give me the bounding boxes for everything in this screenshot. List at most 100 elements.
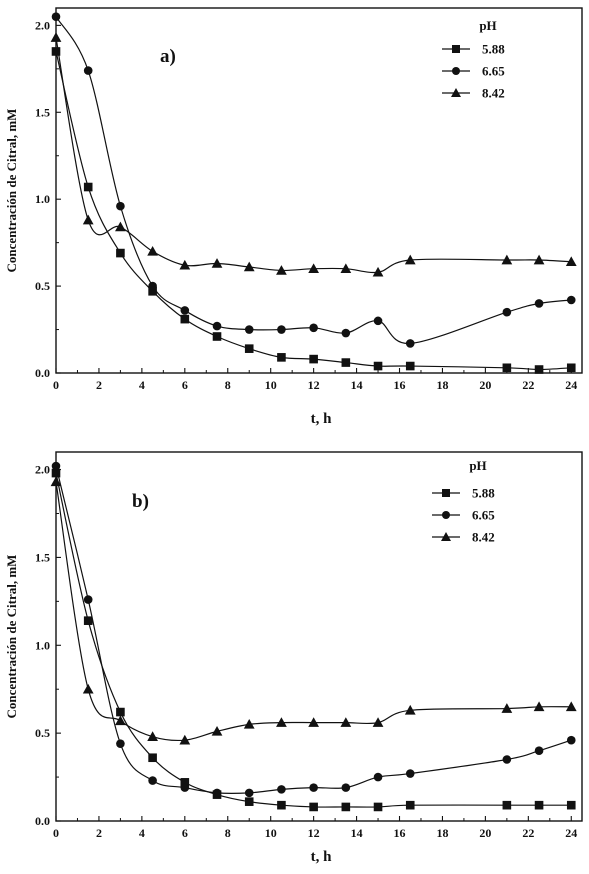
data-point-ph-8.42	[50, 476, 62, 487]
data-point-ph-8.42	[243, 718, 255, 729]
legend: pH 5.88 6.65 8.42	[442, 18, 505, 101]
data-point-ph-5.88	[341, 358, 351, 367]
data-point-ph-6.65	[212, 788, 222, 798]
data-point-ph-8.42	[501, 254, 513, 265]
x-tick-label: 14	[351, 378, 363, 392]
x-tick-label: 6	[182, 826, 188, 840]
legend-label: 5.88	[472, 486, 495, 501]
x-tick-label: 6	[182, 378, 188, 392]
data-point-ph-8.42	[372, 266, 384, 277]
series-line-ph-8.42	[55, 37, 572, 274]
data-point-ph-8.42	[404, 254, 416, 265]
data-point-ph-5.88	[116, 248, 125, 258]
data-point-ph-8.42	[50, 32, 62, 42]
y-tick-label: 0.5	[35, 726, 50, 740]
data-point-ph-6.65	[83, 595, 93, 604]
data-point-ph-6.65	[502, 307, 512, 317]
x-tick-label: 12	[308, 826, 320, 840]
series-5.88	[51, 47, 576, 374]
x-tick-label: 16	[394, 378, 406, 392]
y-tick-label: 1.0	[35, 638, 50, 652]
data-point-ph-8.42	[82, 214, 94, 225]
x-tick-label: 20	[479, 826, 491, 840]
data-point-ph-5.88	[534, 800, 544, 810]
data-point-ph-5.88	[83, 616, 93, 625]
data-point-ph-8.42	[82, 683, 94, 694]
data-point-ph-8.42	[276, 717, 287, 727]
series-line-ph-6.65	[55, 465, 572, 795]
legend-label: 8.42	[472, 530, 495, 545]
data-point-ph-8.42	[404, 704, 416, 715]
panel-label: a)	[160, 46, 176, 67]
data-point-ph-6.65	[277, 785, 286, 794]
data-point-ph-8.42	[565, 256, 577, 267]
data-point-ph-5.88	[51, 468, 61, 478]
data-point-ph-6.65	[51, 12, 61, 21]
data-point-ph-6.65	[309, 323, 318, 333]
data-point-ph-5.88	[534, 365, 544, 374]
legend-marker-circle	[452, 67, 460, 75]
data-point-ph-8.42	[501, 703, 513, 713]
data-point-ph-6.65	[373, 316, 383, 326]
series-8.42	[50, 476, 577, 745]
data-point-ph-8.42	[276, 265, 287, 275]
x-tick-label: 10	[265, 826, 277, 840]
data-point-ph-8.42	[372, 717, 384, 727]
panel-label: b)	[132, 491, 149, 512]
y-tick-label: 0.0	[35, 814, 50, 828]
y-tick-label: 0.0	[35, 366, 50, 380]
x-tick-label: 12	[308, 378, 320, 392]
data-point-ph-5.88	[51, 47, 61, 56]
x-tick-label: 4	[139, 826, 145, 840]
data-point-ph-5.88	[277, 800, 286, 810]
data-point-ph-8.42	[147, 731, 158, 741]
y-tick-label: 2.0	[35, 18, 50, 32]
data-point-ph-5.88	[566, 800, 576, 810]
series-6.65	[51, 12, 576, 348]
legend-marker-triangle	[451, 88, 461, 97]
data-point-ph-6.65	[277, 325, 286, 334]
legend-marker-square	[442, 489, 450, 497]
y-axis-title: Concentración de Citral, mM	[4, 555, 19, 719]
y-tick-label: 1.0	[35, 192, 50, 206]
y-tick-label: 0.5	[35, 279, 50, 293]
y-tick-label: 2.0	[35, 463, 50, 477]
data-point-ph-5.88	[116, 707, 125, 717]
data-point-ph-8.42	[179, 259, 191, 270]
data-point-ph-6.65	[180, 783, 190, 792]
x-tick-label: 0	[53, 378, 59, 392]
x-tick-label: 2	[96, 378, 102, 392]
data-point-ph-5.88	[180, 314, 190, 324]
data-point-ph-8.42	[243, 261, 255, 272]
x-tick-label: 20	[479, 378, 491, 392]
data-point-ph-6.65	[51, 461, 61, 471]
legend-marker-square	[452, 45, 460, 53]
x-tick-label: 10	[265, 378, 277, 392]
x-axis-title: t, h	[311, 411, 332, 427]
data-point-ph-6.65	[373, 772, 383, 782]
data-point-ph-5.88	[244, 797, 254, 806]
data-point-ph-6.65	[148, 776, 157, 785]
data-point-ph-5.88	[373, 802, 383, 812]
data-point-ph-6.65	[341, 783, 351, 792]
data-point-ph-6.65	[244, 788, 254, 798]
series-5.88	[51, 468, 576, 812]
data-point-ph-8.42	[179, 734, 191, 745]
data-point-ph-8.42	[308, 717, 320, 727]
chart-panel-a: 0 2 4 6 8 10 12 14 16 18 20 22 240.00.51.01.52.0t, h…	[4, 7, 583, 427]
data-point-ph-5.88	[341, 802, 351, 812]
series-6.65	[51, 461, 576, 798]
data-point-ph-5.88	[180, 778, 190, 787]
data-point-ph-5.88	[244, 344, 254, 353]
data-point-ph-6.65	[534, 299, 544, 308]
data-point-ph-5.88	[566, 363, 576, 373]
x-tick-label: 8	[225, 378, 231, 392]
data-point-ph-5.88	[309, 354, 318, 364]
series-line-ph-8.42	[55, 481, 572, 742]
data-point-ph-6.65	[405, 769, 415, 778]
data-point-ph-6.65	[341, 328, 351, 338]
data-point-ph-5.88	[405, 800, 415, 810]
legend-label: 5.88	[482, 42, 505, 57]
